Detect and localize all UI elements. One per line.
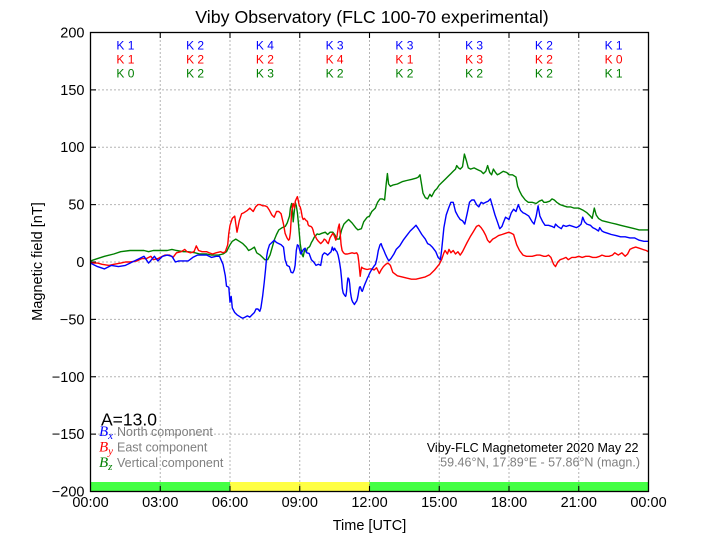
- svg-text:0: 0: [76, 255, 84, 271]
- svg-text:Time [UTC]: Time [UTC]: [333, 518, 407, 534]
- svg-text:K 3: K 3: [395, 39, 413, 53]
- svg-text:−50: −50: [60, 312, 85, 328]
- svg-text:06:00: 06:00: [212, 495, 248, 511]
- svg-text:−150: −150: [52, 427, 85, 443]
- svg-text:150: 150: [60, 83, 84, 99]
- svg-text:K 2: K 2: [326, 67, 344, 81]
- svg-text:K 3: K 3: [256, 67, 274, 81]
- svg-text:Magnetic field [nT]: Magnetic field [nT]: [30, 202, 46, 320]
- svg-text:K 2: K 2: [186, 67, 204, 81]
- svg-text:K 0: K 0: [605, 53, 623, 67]
- svg-text:K 2: K 2: [186, 53, 204, 67]
- svg-text:−200: −200: [52, 485, 85, 501]
- svg-text:100: 100: [60, 140, 84, 156]
- svg-text:09:00: 09:00: [282, 495, 318, 511]
- svg-text:K 3: K 3: [465, 39, 483, 53]
- svg-text:K 2: K 2: [535, 53, 553, 67]
- svg-text:K 1: K 1: [116, 53, 134, 67]
- svg-text:A=13.0: A=13.0: [101, 410, 157, 430]
- svg-text:03:00: 03:00: [142, 495, 178, 511]
- svg-text:K 1: K 1: [116, 39, 134, 53]
- svg-text:K 4: K 4: [256, 39, 274, 53]
- svg-text:Viby Observatory (FLC 100-70 e: Viby Observatory (FLC 100-70 experimenta…: [195, 7, 548, 27]
- svg-text:Vertical component: Vertical component: [117, 456, 224, 470]
- svg-text:K 2: K 2: [535, 67, 553, 81]
- svg-text:−100: −100: [52, 370, 85, 386]
- svg-text:18:00: 18:00: [491, 495, 527, 511]
- svg-text:200: 200: [60, 26, 84, 42]
- svg-text:15:00: 15:00: [421, 495, 457, 511]
- svg-text:50: 50: [68, 198, 84, 214]
- svg-text:K 1: K 1: [395, 53, 413, 67]
- svg-text:Viby-FLC Magnetometer 2020 May: Viby-FLC Magnetometer 2020 May 22: [427, 441, 639, 455]
- svg-text:K 3: K 3: [465, 53, 483, 67]
- svg-text:K 2: K 2: [465, 67, 483, 81]
- svg-text:North component: North component: [117, 425, 213, 439]
- svg-text:K 2: K 2: [395, 67, 413, 81]
- svg-text:K 2: K 2: [256, 53, 274, 67]
- svg-text:21:00: 21:00: [561, 495, 597, 511]
- svg-text:59.46°N, 17.89°E - 57.86°N (ma: 59.46°N, 17.89°E - 57.86°N (magn.): [440, 456, 640, 470]
- svg-text:K 1: K 1: [605, 67, 623, 81]
- svg-text:00:00: 00:00: [72, 495, 108, 511]
- svg-text:K 1: K 1: [605, 39, 623, 53]
- svg-text:00:00: 00:00: [630, 495, 666, 511]
- svg-text:12:00: 12:00: [351, 495, 387, 511]
- svg-text:K 4: K 4: [326, 53, 344, 67]
- svg-text:K 2: K 2: [535, 39, 553, 53]
- svg-text:East component: East component: [117, 441, 208, 455]
- svg-text:K 2: K 2: [186, 39, 204, 53]
- svg-text:K 0: K 0: [116, 67, 134, 81]
- svg-text:K 3: K 3: [326, 39, 344, 53]
